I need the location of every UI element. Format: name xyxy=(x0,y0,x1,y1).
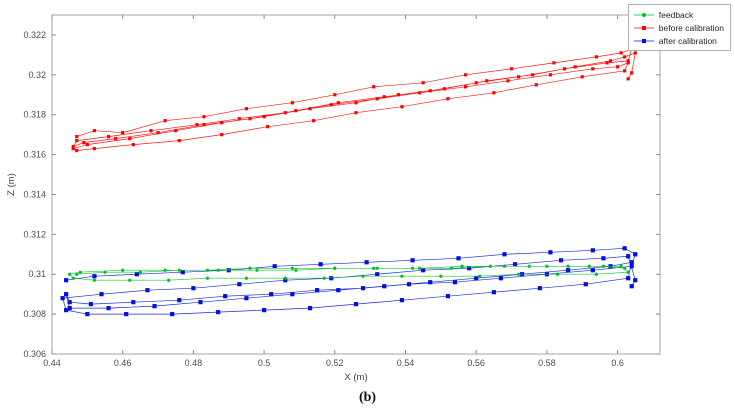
legend-label-after-calibration: after calibration xyxy=(658,35,717,46)
y-tick-label: 0.306 xyxy=(23,349,46,359)
y-tick-label: 0.32 xyxy=(28,70,46,80)
y-tick-label: 0.318 xyxy=(23,110,46,120)
y-tick-label: 0.308 xyxy=(23,309,46,319)
chart-canvas: 0.44 0.46 0.48 0.5 0.52 0.54 0.56 0.58 0.6 0.306 0… xyxy=(6,14,661,383)
x-tick-label: 0.52 xyxy=(326,358,344,368)
x-tick-label: 0.44 xyxy=(43,358,61,368)
legend-label-feedback: feedback xyxy=(658,9,694,20)
x-tick-label: 0.54 xyxy=(397,358,415,368)
legend-item-before-calibration: before calibration xyxy=(633,21,724,34)
chart-legend: feedback before calibration after calibr… xyxy=(627,4,731,51)
y-tick-label: 0.31 xyxy=(28,269,46,279)
series-markers-after-calibration xyxy=(60,246,638,317)
y-axis-label: Z (m) xyxy=(6,173,17,196)
x-tick-label: 0.6 xyxy=(611,358,624,368)
after-calibration-marker-icon xyxy=(633,38,654,43)
y-tick-label: 0.316 xyxy=(23,150,46,160)
series-markers-feedback xyxy=(68,264,630,282)
feedback-marker-icon xyxy=(633,12,654,17)
plot-frame xyxy=(51,14,661,355)
x-tick-label: 0.58 xyxy=(538,358,556,368)
y-tick-label: 0.322 xyxy=(23,30,46,40)
legend-item-feedback: feedback xyxy=(633,8,724,21)
legend-item-after-calibration: after calibration xyxy=(633,34,724,47)
series-markers-before-calibration xyxy=(71,47,637,153)
x-tick-label: 0.48 xyxy=(185,358,203,368)
x-axis-label: X (m) xyxy=(344,372,367,383)
y-tick-label: 0.312 xyxy=(23,229,46,239)
figure-caption: (b) xyxy=(358,390,377,405)
y-tick-label: 0.314 xyxy=(23,189,46,199)
legend-label-before-calibration: before calibration xyxy=(658,22,724,33)
x-tick-label: 0.56 xyxy=(467,358,485,368)
x-tick-label: 0.46 xyxy=(114,358,132,368)
before-calibration-marker-icon xyxy=(633,25,654,30)
x-tick-label: 0.5 xyxy=(258,358,271,368)
